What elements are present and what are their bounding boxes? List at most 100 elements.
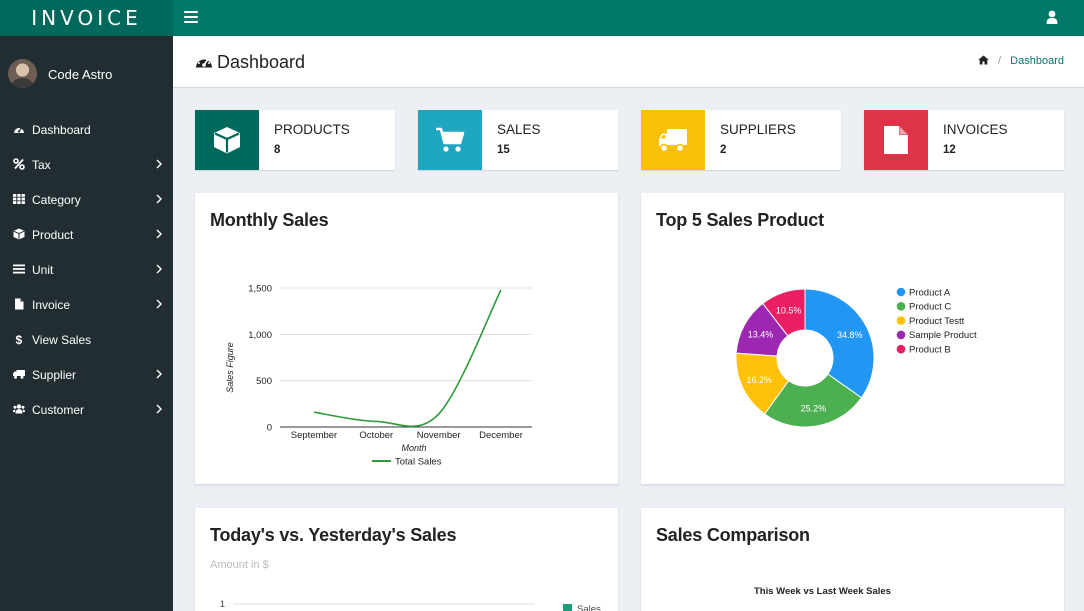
top5-sales-chart[interactable]: 34.8% 25.2% 16.2% 13.4% 10.5% Product A Produc… — [641, 193, 1064, 484]
chevron-right-icon — [156, 404, 162, 414]
panel-title: Monthly Sales — [210, 210, 329, 230]
legend-label: Product B — [909, 345, 951, 356]
cube-icon — [214, 127, 240, 154]
legend-swatch — [896, 316, 906, 325]
sidebar-item-label: Product — [32, 228, 74, 242]
sidebar-item-customer[interactable]: Customer — [0, 391, 173, 426]
sidebar-menu: Dashboard Tax Category Product Unit Invo… — [0, 111, 173, 426]
sidebar-toggle-icon[interactable] — [184, 11, 198, 23]
list-icon — [13, 264, 25, 274]
info-box-icon-bg — [195, 110, 259, 170]
sidebar-item-supplier[interactable]: Supplier — [0, 356, 173, 391]
panel-title: Today's vs. Yesterday's Sales — [210, 525, 457, 545]
y-tick-label: 1,000 — [248, 330, 272, 341]
page-title: Dashboard — [217, 52, 306, 72]
pie-slice — [762, 288, 806, 337]
info-box-label: SALES — [497, 122, 541, 137]
panel-title: Top 5 Sales Product — [656, 210, 824, 230]
sidebar-item-category[interactable]: Category — [0, 181, 173, 216]
sidebar-item-unit[interactable]: Unit — [0, 251, 173, 286]
sidebar-item-dashboard[interactable]: Dashboard — [0, 111, 173, 146]
sidebar-item-product[interactable]: Product — [0, 216, 173, 251]
breadcrumb-dashboard-link[interactable]: Dashboard — [1010, 55, 1064, 67]
sidebar-item-label: Dashboard — [32, 123, 91, 137]
sidebar-item-label: Tax — [32, 158, 51, 172]
legend-label: Product C — [909, 302, 951, 313]
info-box-invoices[interactable]: INVOICES 12 — [864, 110, 1064, 170]
info-box-value: 12 — [943, 144, 956, 156]
info-box-icon-bg — [864, 110, 928, 170]
info-box-label: PRODUCTS — [274, 122, 350, 137]
monthly-sales-chart[interactable]: 0 500 1,000 1,500 September October November De… — [195, 193, 618, 484]
amount-note: Amount in $ — [210, 559, 269, 571]
sidebar-item-label: Unit — [32, 263, 54, 277]
user-icon[interactable] — [1046, 10, 1058, 25]
breadcrumb-separator: / — [998, 55, 1002, 67]
y-tick-label: 1,500 — [248, 284, 272, 295]
content-header: Dashboard / Dashboard — [173, 36, 1084, 88]
sidebar-item-label: Supplier — [32, 368, 77, 382]
users-icon — [13, 404, 25, 414]
monthly-sales-panel: Monthly Sales 0 500 1,000 1,500 September Oct… — [195, 193, 618, 484]
x-tick-label: November — [417, 430, 461, 441]
pie-slice — [763, 373, 863, 428]
x-tick-label: October — [359, 430, 393, 441]
chart-title: This Week vs Last Week Sales — [754, 586, 891, 597]
legend-label: Sales — [577, 604, 601, 611]
chevron-right-icon — [156, 299, 162, 309]
top5-sales-panel: Top 5 Sales Product 34.8% 25.2% 16.2% 13.4%… — [641, 193, 1064, 484]
sidebar-item-label: Invoice — [32, 298, 71, 312]
legend-swatch — [896, 302, 906, 311]
info-box-label: INVOICES — [943, 122, 1008, 137]
slice-value-label: 25.2% — [801, 403, 827, 413]
info-box-suppliers[interactable]: SUPPLIERS 2 — [641, 110, 841, 170]
dashboard-icon — [14, 127, 24, 133]
dashboard-icon — [196, 56, 212, 68]
info-box-icon-bg — [641, 110, 705, 170]
chevron-right-icon — [156, 159, 162, 169]
truck-icon — [13, 370, 25, 379]
today-vs-yesterday-panel: Today's vs. Yesterday's Sales Amount in … — [195, 508, 618, 611]
info-box-value: 8 — [274, 144, 281, 156]
sidebar-item-label: Customer — [32, 403, 85, 417]
info-box-icon-bg — [418, 110, 482, 170]
sidebar-item-view-sales[interactable]: $ View Sales — [0, 321, 173, 356]
legend-swatch — [896, 344, 906, 354]
user-panel: Code Astro — [0, 36, 173, 110]
svg-text:$: $ — [16, 333, 23, 345]
app-logo[interactable]: INVOICE — [0, 0, 173, 36]
pie-slice — [804, 288, 875, 399]
info-box-label: SUPPLIERS — [720, 122, 796, 137]
legend-swatch — [563, 604, 572, 611]
slice-value-label: 10.5% — [776, 306, 802, 316]
legend-label: Product A — [909, 287, 951, 298]
home-icon[interactable] — [978, 55, 989, 65]
dollar-icon: $ — [16, 333, 23, 345]
cart-icon — [436, 127, 465, 152]
percent-icon — [13, 158, 25, 170]
slice-value-label: 34.8% — [837, 330, 863, 340]
info-box-products[interactable]: PRODUCTS 8 — [195, 110, 395, 170]
chevron-right-icon — [156, 264, 162, 274]
legend-label: Total Sales — [395, 457, 442, 468]
chevron-right-icon — [156, 194, 162, 204]
user-name: Code Astro — [48, 67, 113, 82]
y-tick-label: 0 — [267, 423, 272, 434]
sidebar: Code Astro Dashboard Tax Category Produc… — [0, 36, 173, 611]
grid-icon — [13, 194, 25, 204]
breadcrumb: / Dashboard — [978, 55, 1064, 67]
sidebar-item-tax[interactable]: Tax — [0, 146, 173, 181]
x-tick-label: September — [291, 430, 337, 441]
today-vs-yesterday-chart[interactable]: 1 Sales — [195, 508, 618, 611]
sidebar-item-label: View Sales — [32, 333, 92, 347]
slice-value-label: 16.2% — [746, 375, 772, 385]
y-axis-title: Sales Figure — [225, 342, 235, 393]
chevron-right-icon — [156, 369, 162, 379]
info-box-value: 15 — [497, 144, 510, 156]
y-tick-label: 500 — [256, 376, 272, 387]
sales-comparison-panel: Sales Comparison This Week vs Last Week … — [641, 508, 1064, 611]
sales-comparison-chart[interactable]: This Week vs Last Week Sales — [641, 508, 1064, 611]
slice-value-label: 13.4% — [748, 330, 774, 340]
sidebar-item-invoice[interactable]: Invoice — [0, 286, 173, 321]
info-box-sales[interactable]: SALES 15 — [418, 110, 618, 170]
